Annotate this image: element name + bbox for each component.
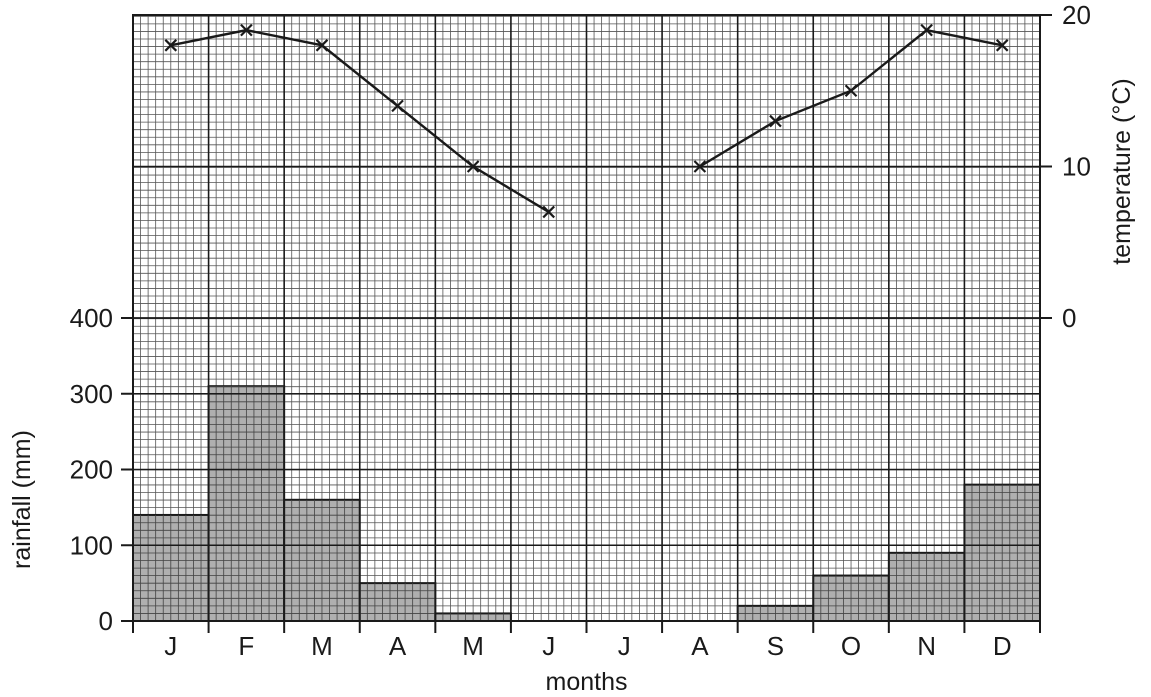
- temperature-point-N: [920, 23, 933, 37]
- temperature-point-D: [995, 39, 1009, 52]
- month-label-O: O: [841, 631, 861, 661]
- month-label-J: J: [542, 631, 555, 661]
- x-axis-title: months: [546, 668, 628, 696]
- temperature-point-M: [466, 160, 480, 173]
- temperature-point-A: [693, 160, 707, 173]
- temperature-point-A: [391, 99, 404, 113]
- rainfall-tick-label: 100: [70, 530, 113, 560]
- rainfall-tick-label: 400: [70, 303, 113, 333]
- temperature-point-M: [315, 39, 329, 52]
- temperature-point-J: [542, 205, 555, 219]
- month-label-A: A: [691, 631, 709, 661]
- axes: [121, 14, 1052, 633]
- temperature-axis-title: temperature (°C): [1108, 78, 1136, 264]
- temperature-tick-label: 10: [1062, 152, 1091, 182]
- temperature-line-segment: [170, 28, 550, 213]
- month-label-M: M: [311, 631, 333, 661]
- temperature-point-J: [164, 39, 178, 52]
- rainfall-axis-title: rainfall (mm): [8, 430, 36, 569]
- month-label-D: D: [993, 631, 1012, 661]
- rainfall-tick-label: 0: [99, 606, 113, 636]
- temperature-tick-label: 20: [1062, 0, 1091, 30]
- month-label-A: A: [389, 631, 407, 661]
- rainfall-tick-label: 200: [70, 455, 113, 485]
- temperature-tick-label: 0: [1062, 303, 1076, 333]
- rainfall-bars: [132, 385, 1042, 623]
- month-label-J: J: [618, 631, 631, 661]
- temperature-point-O: [844, 84, 858, 98]
- month-label-M: M: [462, 631, 484, 661]
- month-label-S: S: [767, 631, 784, 661]
- temperature-point-S: [769, 114, 782, 128]
- temperature-line: [164, 23, 1009, 219]
- rainfall-tick-label: 300: [70, 379, 113, 409]
- month-label-N: N: [917, 631, 936, 661]
- month-label-F: F: [238, 631, 254, 661]
- temperature-point-F: [240, 23, 253, 37]
- month-label-J: J: [164, 631, 177, 661]
